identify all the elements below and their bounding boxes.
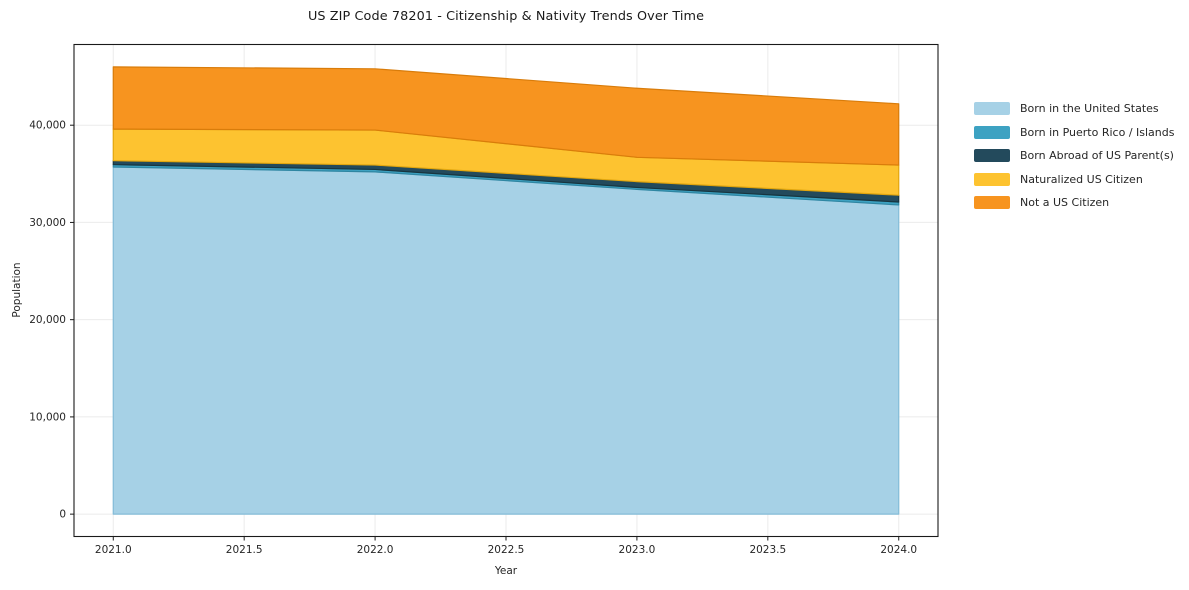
legend-swatch bbox=[974, 102, 1010, 115]
x-axis-label: Year bbox=[494, 565, 518, 577]
legend-label: Born in Puerto Rico / Islands bbox=[1020, 125, 1175, 139]
legend-item-not-a-us-citizen: Not a US Citizen bbox=[974, 196, 1174, 209]
legend-item-naturalized-us-citizen: Naturalized US Citizen bbox=[974, 172, 1174, 186]
legend-item-born-in-the-united-states: Born in the United States bbox=[974, 102, 1174, 115]
legend-label: Born Abroad of US Parent(s) bbox=[1020, 149, 1174, 162]
chart-title: US ZIP Code 78201 - Citizenship & Nativi… bbox=[307, 9, 705, 24]
x-tick-label: 2021.0 bbox=[95, 544, 132, 556]
x-tick-label: 2023.0 bbox=[619, 544, 656, 556]
x-tick-label: 2024.0 bbox=[880, 544, 917, 556]
legend-swatch bbox=[974, 125, 1010, 139]
area-born-in-the-united-states bbox=[112, 166, 900, 515]
y-tick-label: 20,000 bbox=[29, 314, 66, 326]
area-not-a-us-citizen bbox=[112, 66, 900, 166]
legend-item-born-in-puerto-rico-islands: Born in Puerto Rico / Islands bbox=[974, 125, 1175, 139]
x-tick-label: 2021.5 bbox=[226, 544, 263, 556]
legend-item-born-abroad-of-us-parent-s: Born Abroad of US Parent(s) bbox=[974, 149, 1174, 162]
legend-swatch bbox=[974, 149, 1010, 162]
y-tick-label: 40,000 bbox=[29, 120, 66, 132]
legend-swatch bbox=[974, 172, 1010, 186]
y-tick-label: 30,000 bbox=[29, 217, 66, 229]
y-tick-label: 0 bbox=[59, 509, 66, 521]
x-tick-label: 2023.5 bbox=[749, 544, 786, 556]
legend: Born in the United States Born in Puerto … bbox=[974, 102, 1174, 209]
y-axis-label: Population bbox=[11, 262, 23, 318]
legend-label: Not a US Citizen bbox=[1020, 196, 1110, 209]
legend-label: Born in the United States bbox=[1020, 102, 1159, 115]
x-tick-label: 2022.0 bbox=[357, 544, 394, 556]
legend-swatch bbox=[974, 196, 1010, 209]
legend-label: Naturalized US Citizen bbox=[1020, 172, 1143, 186]
x-tick-label: 2022.5 bbox=[488, 544, 525, 556]
y-tick-label: 10,000 bbox=[29, 411, 66, 423]
